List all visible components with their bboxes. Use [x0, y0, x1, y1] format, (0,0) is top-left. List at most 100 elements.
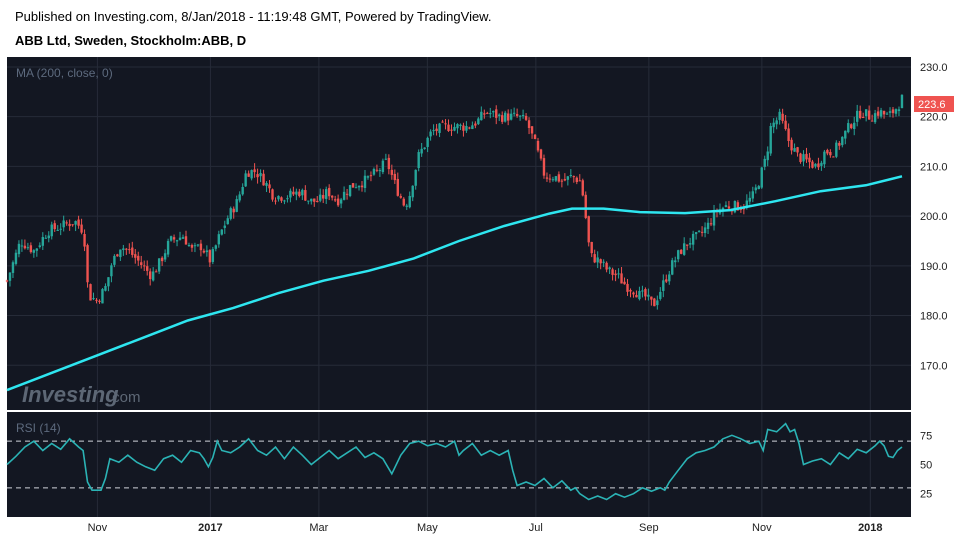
rsi-grid [96, 412, 871, 517]
candle-body [95, 299, 98, 301]
candle-body [826, 149, 829, 154]
candle-body [5, 280, 9, 282]
price-y-tick: 220.0 [920, 112, 948, 124]
candle-body [160, 257, 164, 262]
candle-body [441, 121, 444, 123]
candle-body [122, 248, 125, 251]
candle-body [313, 198, 316, 202]
x-tick-label: Nov [752, 522, 772, 534]
candle-body [113, 255, 116, 265]
candle-body [894, 109, 898, 114]
candle-body [378, 170, 382, 172]
candle-body [823, 151, 826, 165]
candle-body [325, 189, 328, 199]
candle-body [274, 200, 277, 202]
candle-body [739, 208, 743, 210]
candle-body [897, 109, 901, 112]
candle-body [450, 129, 453, 131]
candle-body [858, 110, 862, 119]
candle-body [29, 245, 33, 253]
candle-body [217, 234, 221, 245]
candles-group [5, 94, 904, 310]
candle-body [363, 175, 367, 188]
candle-body [226, 218, 229, 225]
candle-body [369, 175, 373, 177]
candle-body [617, 273, 620, 275]
rsi-y-tick: 50 [920, 460, 932, 472]
candle-body [575, 177, 578, 182]
candle-body [662, 280, 665, 291]
rsi-reference-lines [7, 440, 911, 489]
candle-body [542, 158, 546, 176]
candle-body [727, 206, 731, 209]
watermark-brand: Investing [22, 382, 119, 407]
candle-body [850, 124, 853, 129]
candle-body [602, 261, 605, 263]
candle-body [50, 224, 53, 237]
candle-body [498, 114, 501, 117]
last-price-tag: 223.6 [914, 96, 954, 112]
candle-body [536, 140, 540, 151]
candle-body [140, 262, 143, 265]
candle-body [757, 186, 760, 190]
candle-body [709, 223, 713, 225]
candle-body [447, 124, 450, 132]
candle-body [563, 179, 567, 181]
candle-body [429, 131, 432, 137]
candle-body [280, 197, 283, 201]
candle-body [11, 262, 15, 273]
candle-body [501, 115, 504, 122]
candle-body [462, 125, 465, 131]
candle-body [751, 191, 754, 199]
candle-body [611, 269, 614, 275]
candle-body [214, 245, 218, 249]
candle-body [551, 179, 555, 181]
candle-body [486, 112, 489, 114]
candle-body [518, 115, 522, 117]
candle-body [68, 223, 71, 227]
price-y-tick: 200.0 [920, 211, 948, 223]
watermark-suffix: .com [108, 389, 141, 406]
candle-body [677, 250, 680, 260]
candle-body [882, 110, 886, 115]
rsi-panel-background [7, 412, 911, 517]
candle-body [841, 136, 844, 146]
candle-body [435, 128, 438, 131]
candle-body [748, 197, 752, 202]
candle-body [330, 195, 334, 198]
candle-body [193, 245, 197, 247]
x-axis: Nov 2017 Mar May Jul Sep Nov 2018 [88, 522, 883, 534]
candle-body [521, 114, 525, 117]
candle-body [146, 266, 149, 271]
candle-body [515, 114, 519, 116]
candle-body [298, 191, 301, 197]
candle-body [814, 163, 817, 167]
candle-body [644, 289, 647, 297]
candle-body [65, 222, 68, 224]
candle-body [861, 116, 865, 118]
price-y-tick: 190.0 [920, 261, 948, 273]
candle-body [345, 193, 349, 195]
candle-body [668, 274, 671, 282]
candle-body [381, 160, 385, 173]
candle-body [620, 273, 623, 284]
candle-body [599, 259, 602, 264]
price-y-tick: 210.0 [920, 161, 948, 173]
candle-body [641, 290, 644, 292]
candle-body [879, 110, 883, 117]
candle-body [77, 219, 80, 226]
candle-body [119, 249, 122, 258]
candle-body [80, 224, 83, 233]
candle-body [733, 200, 737, 213]
candle-body [530, 126, 534, 134]
candle-body [211, 249, 215, 262]
candle-body [527, 120, 531, 128]
candle-body [32, 250, 36, 253]
candle-body [885, 113, 889, 115]
candle-body [674, 260, 677, 263]
candle-body [471, 125, 474, 130]
candle-body [319, 194, 322, 201]
candle-body [375, 169, 379, 171]
candle-body [348, 185, 352, 197]
price-y-tick: 180.0 [920, 311, 948, 323]
